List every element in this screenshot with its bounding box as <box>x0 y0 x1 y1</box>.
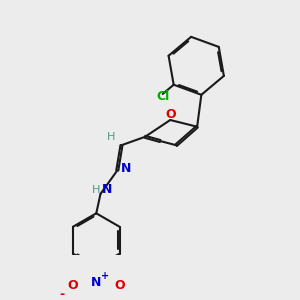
Text: +: + <box>100 271 109 281</box>
Text: H: H <box>107 132 116 142</box>
Text: N: N <box>102 183 112 196</box>
Text: O: O <box>68 279 78 292</box>
Text: H: H <box>92 185 100 195</box>
Text: O: O <box>115 279 125 292</box>
Text: Cl: Cl <box>156 90 170 103</box>
Text: O: O <box>165 108 175 121</box>
Text: N: N <box>91 276 101 289</box>
Text: N: N <box>121 162 131 175</box>
Text: -: - <box>59 287 64 300</box>
